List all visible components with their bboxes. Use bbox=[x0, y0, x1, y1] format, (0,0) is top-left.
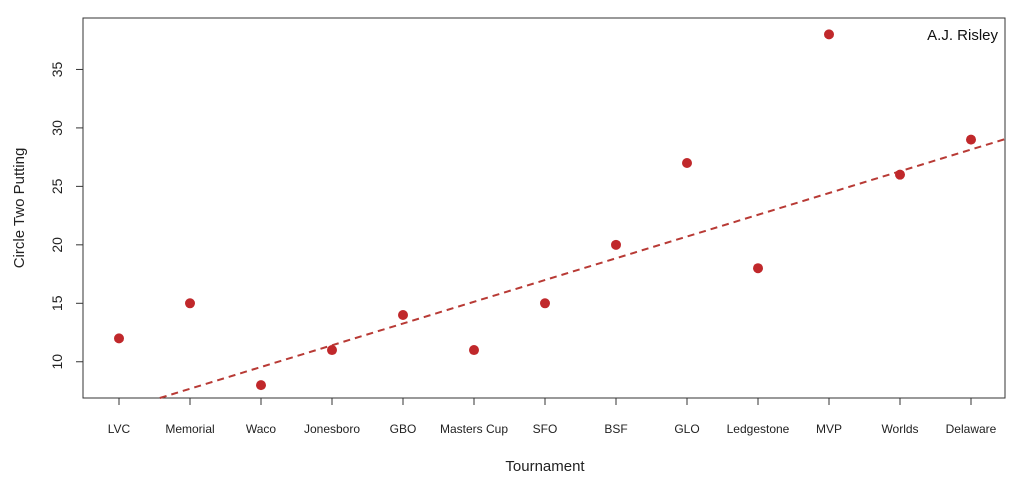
x-tick-label: Delaware bbox=[946, 422, 997, 436]
x-tick-label: GBO bbox=[390, 422, 417, 436]
x-tick-label: BSF bbox=[604, 422, 627, 436]
x-axis: LVC Memorial Waco Jonesboro GBO Masters Cup SF… bbox=[108, 398, 997, 436]
data-point bbox=[469, 345, 479, 356]
x-tick-label: Memorial bbox=[165, 422, 214, 436]
trendline-layer bbox=[159, 138, 1006, 399]
y-axis-title: Circle Two Putting bbox=[11, 148, 28, 269]
y-tick-label: 15 bbox=[49, 295, 65, 311]
data-point bbox=[753, 263, 763, 274]
x-tick-label: Jonesboro bbox=[304, 422, 360, 436]
x-axis-title: Tournament bbox=[505, 458, 585, 475]
x-tick-label: SFO bbox=[533, 422, 558, 436]
data-point bbox=[824, 29, 834, 40]
trendline bbox=[159, 138, 1006, 399]
annotation-label: A.J. Risley bbox=[927, 27, 998, 44]
data-point bbox=[398, 309, 408, 320]
y-tick-label: 10 bbox=[49, 354, 65, 370]
x-tick-label: Waco bbox=[246, 422, 277, 436]
y-tick-label: 30 bbox=[49, 120, 65, 136]
data-point bbox=[895, 169, 905, 180]
data-point bbox=[540, 298, 550, 309]
x-tick-label: Masters Cup bbox=[440, 422, 508, 436]
data-point bbox=[114, 333, 124, 344]
y-tick-label: 20 bbox=[49, 237, 65, 253]
plot-area-frame bbox=[82, 17, 1006, 399]
points-layer bbox=[114, 29, 976, 391]
data-point bbox=[966, 134, 976, 145]
y-tick-label: 35 bbox=[49, 61, 65, 77]
data-point bbox=[611, 239, 621, 250]
data-point bbox=[256, 380, 266, 391]
data-point bbox=[185, 298, 195, 309]
x-tick-label: MVP bbox=[816, 422, 842, 436]
x-tick-label: GLO bbox=[674, 422, 699, 436]
x-tick-label: Worlds bbox=[881, 422, 918, 436]
y-tick-label: 25 bbox=[49, 178, 65, 194]
x-tick-label: Ledgestone bbox=[727, 422, 790, 436]
y-axis: 10 15 20 25 30 35 bbox=[49, 61, 84, 370]
x-tick-label: LVC bbox=[108, 422, 131, 436]
data-point bbox=[682, 157, 692, 168]
data-point bbox=[327, 345, 337, 356]
